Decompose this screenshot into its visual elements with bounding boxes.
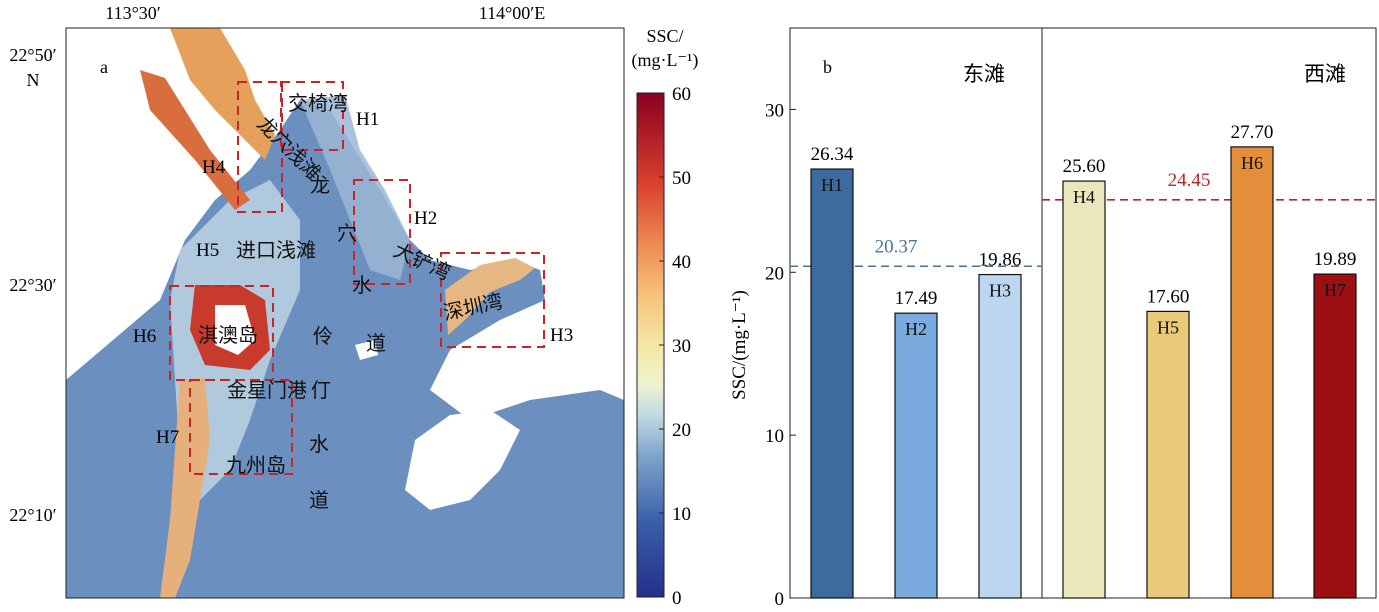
colorbar-tick-label: 50 <box>672 168 691 189</box>
place-dao-2: 道 <box>309 489 329 512</box>
qiao-island <box>215 305 255 355</box>
map-imagery <box>66 28 624 598</box>
lantau-island <box>405 410 520 510</box>
place-jiaoyi-bay: 交椅湾 <box>288 92 348 115</box>
value-label-H2: 17.49 <box>895 288 938 309</box>
box-H3 <box>440 252 545 348</box>
mean-label-west: 24.45 <box>1168 170 1211 191</box>
bar-H3 <box>978 273 1022 599</box>
value-label-H4: 25.60 <box>1063 156 1106 177</box>
colorbar-tick-label: 10 <box>672 504 691 525</box>
label-H1: H1 <box>356 109 379 130</box>
panel-b-label: b <box>823 57 832 77</box>
bar-category-H1: H1 <box>821 175 843 195</box>
y-tick-label: 0 <box>775 589 785 610</box>
panel-a-map: 113°30′ 114°00′E 22°50′ N 22°30′ 22°10′ … <box>9 3 625 599</box>
y-tick-label: 30 <box>765 100 784 121</box>
lat-label-3: 22°10′ <box>9 505 56 525</box>
label-H6: H6 <box>133 326 156 347</box>
colorbar-tick-label: 20 <box>672 420 691 441</box>
lat-label-1: 22°50′ <box>9 45 56 65</box>
north-channel <box>170 28 275 160</box>
bar-H6 <box>1230 146 1274 599</box>
place-jinxingmen-port: 金星门港 <box>227 379 307 402</box>
bar-H1 <box>810 168 854 599</box>
colorbar-tick-label: 0 <box>672 588 682 609</box>
group-label-west: 西滩 <box>1304 62 1346 86</box>
place-long: 龙 <box>310 174 330 197</box>
mean-label-east: 20.37 <box>875 236 918 257</box>
lon-label-1: 113°30′ <box>105 3 161 23</box>
bar-H5 <box>1146 310 1190 599</box>
value-label-H6: 27.70 <box>1231 122 1274 143</box>
group-label-east: 东滩 <box>963 62 1005 86</box>
place-shui-2: 水 <box>309 433 329 456</box>
zhuhai-coast <box>160 378 210 598</box>
label-H3: H3 <box>550 325 573 346</box>
colorbar-tick-label: 40 <box>672 252 691 273</box>
colorbar-tick-label: 60 <box>672 84 691 105</box>
box-H2 <box>353 179 411 285</box>
bar-H7 <box>1313 273 1357 599</box>
bar-category-H7: H7 <box>1324 280 1346 300</box>
colorbar-title-1: SSC/ <box>646 26 683 46</box>
lon-label-2: 114°00′E <box>479 3 545 23</box>
bar-category-H2: H2 <box>905 319 927 339</box>
place-qiao-island: 淇澳岛 <box>198 324 258 347</box>
panel-a-label: a <box>100 57 108 77</box>
map-frame <box>65 27 625 599</box>
west-arm <box>140 70 250 210</box>
bar-category-H6: H6 <box>1241 153 1263 173</box>
label-H2: H2 <box>414 208 437 229</box>
study-boxes <box>169 81 545 475</box>
box-H7 <box>189 379 293 475</box>
bar-category-H3: H3 <box>989 281 1011 301</box>
shenzhen-bay <box>445 258 535 335</box>
box-H4 <box>237 81 283 213</box>
place-dao-1: 道 <box>366 332 386 355</box>
place-jinkou-shoal: 进口浅滩 <box>236 239 316 262</box>
colorbar-tick-label: 30 <box>672 336 691 357</box>
y-axis-label: SSC/(mg·L⁻¹) <box>729 290 750 400</box>
bar-H4 <box>1062 180 1106 599</box>
place-ling: 伶 <box>313 325 333 348</box>
colorbar: SSC/ (mg·L⁻¹) 60 50 40 30 20 10 0 <box>632 26 699 609</box>
y-axis: 0 10 20 30 <box>765 100 796 610</box>
bars: 26.34 H1 17.49 H2 19.86 H3 25.60 H4 17.60 H5 27.70… <box>810 122 1357 599</box>
bar-category-H5: H5 <box>1157 317 1179 337</box>
value-label-H7: 19.89 <box>1314 249 1357 270</box>
shoal-east <box>300 95 410 280</box>
bar-category-H4: H4 <box>1073 187 1095 207</box>
label-H7: H7 <box>156 427 179 448</box>
place-ding: 仃 <box>311 379 331 402</box>
label-H5: H5 <box>196 240 219 261</box>
value-label-H3: 19.86 <box>979 250 1022 271</box>
bar-H2 <box>894 312 938 599</box>
colorbar-title-2: (mg·L⁻¹) <box>632 50 699 71</box>
y-tick-label: 20 <box>765 263 784 284</box>
place-jiuzhou-island: 九州岛 <box>226 454 286 477</box>
lat-label-2: 22°30′ <box>9 275 56 295</box>
value-label-H1: 26.34 <box>811 144 854 165</box>
place-shui-1: 水 <box>352 274 372 297</box>
place-xue: 穴 <box>337 222 357 245</box>
colorbar-ticks: 60 50 40 30 20 10 0 <box>659 84 691 609</box>
lat-label-n: N <box>27 70 40 90</box>
label-H4: H4 <box>202 157 226 178</box>
y-tick-label: 10 <box>765 426 784 447</box>
value-label-H5: 17.60 <box>1147 286 1190 307</box>
small-island <box>355 340 378 360</box>
